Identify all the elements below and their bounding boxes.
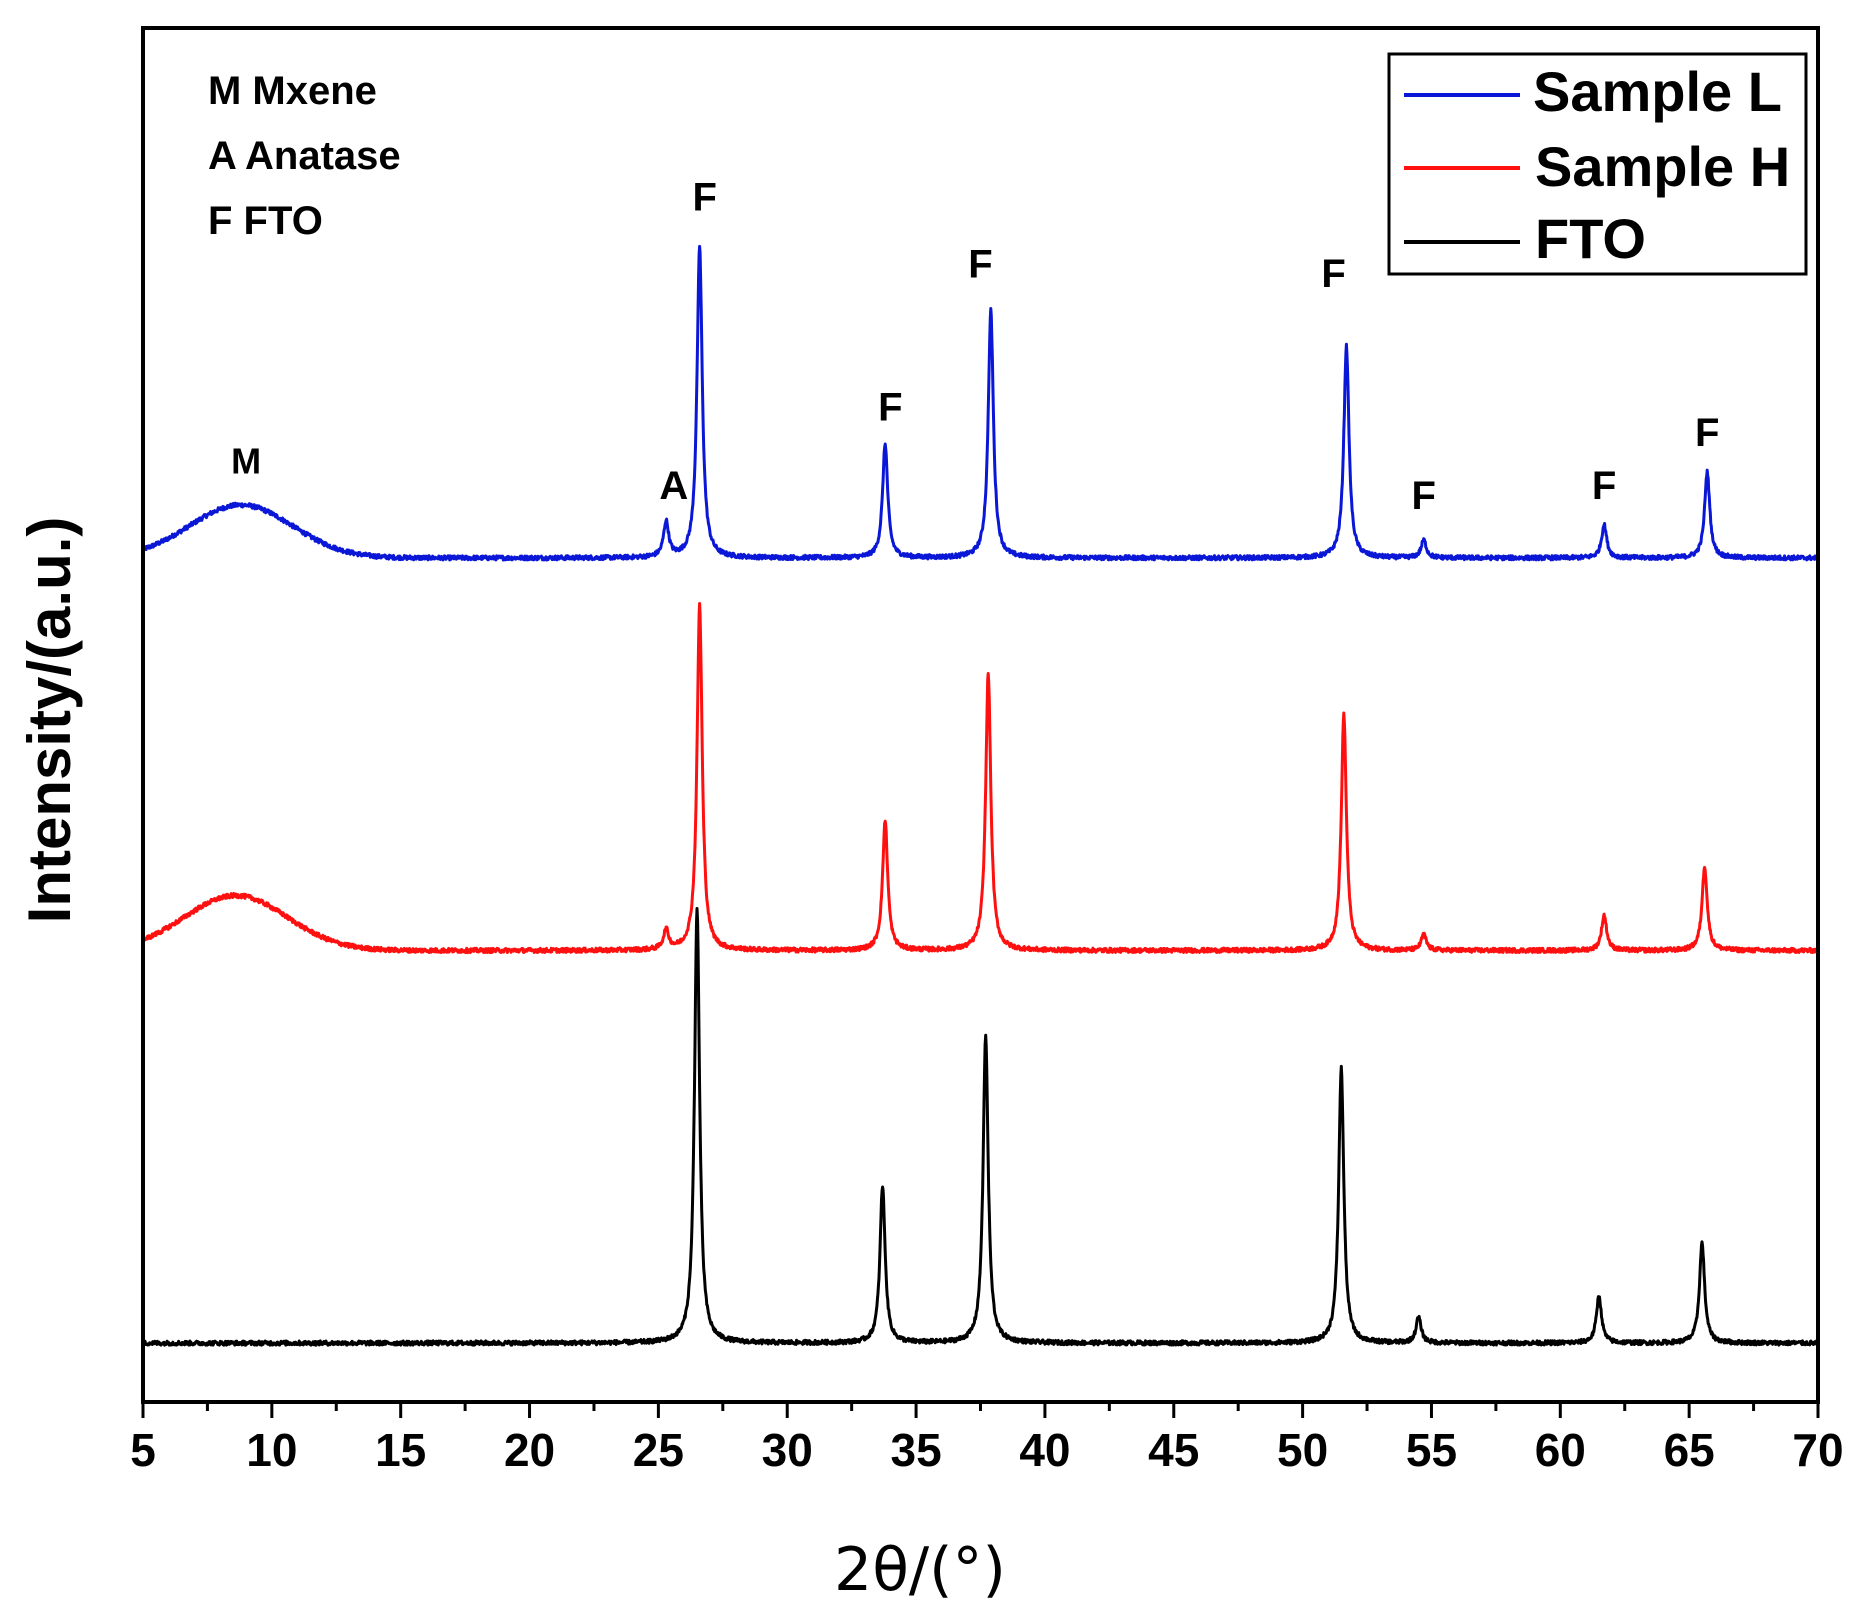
phase-key-fto: F FTO — [208, 199, 323, 243]
x-tick-label: 20 — [504, 1424, 555, 1476]
plot-frame — [141, 26, 1820, 1404]
x-tick-label: 50 — [1277, 1424, 1328, 1476]
legend-label-fto: FTO — [1535, 207, 1646, 270]
series-layer — [141, 244, 1820, 1347]
x-tick-label: 5 — [130, 1424, 156, 1476]
x-tick-label: 60 — [1535, 1424, 1586, 1476]
peak-label-f: F — [968, 242, 992, 286]
x-tick-label: 10 — [246, 1424, 297, 1476]
peak-label-m: M — [231, 441, 261, 482]
peak-label-f: F — [1695, 411, 1719, 455]
legend-label-sample-l: Sample L — [1533, 60, 1782, 123]
peak-label-f: F — [878, 386, 902, 430]
phase-key-anatase: A Anatase — [208, 134, 401, 178]
x-axis-label: 2θ/(°) — [834, 1535, 1006, 1605]
y-axis-label: Intensity/(a.u.) — [16, 517, 83, 924]
x-tick-label: 65 — [1664, 1424, 1715, 1476]
peak-label-f: F — [1592, 464, 1616, 508]
x-tick-label: 30 — [762, 1424, 813, 1476]
peak-label-f: F — [1321, 252, 1345, 296]
x-tick-label: 35 — [890, 1424, 941, 1476]
x-tick-label: 15 — [375, 1424, 426, 1476]
legend-box — [1387, 52, 1808, 276]
peak-label-f: F — [693, 176, 717, 220]
peak-label-f: F — [1412, 474, 1436, 518]
x-axis-ticks: 5 10 15 20 25 30 35 40 45 50 55 60 65 70 — [130, 1402, 1844, 1476]
phase-key-mxene: M Mxene — [208, 69, 377, 113]
legend: Sample L Sample H FTO — [1387, 52, 1808, 276]
x-tick-label: 40 — [1019, 1424, 1070, 1476]
x-tick-label: 25 — [633, 1424, 684, 1476]
peak-annotations: M A F F F F F F F — [231, 176, 1719, 518]
x-tick-label: 45 — [1148, 1424, 1199, 1476]
series-line-sample-l — [141, 244, 1820, 562]
series-line-fto — [141, 907, 1820, 1347]
legend-label-sample-h: Sample H — [1535, 135, 1790, 198]
series-line-sample-h — [142, 602, 1820, 955]
x-tick-label: 70 — [1792, 1424, 1843, 1476]
peak-label-a: A — [659, 464, 688, 508]
phase-key: M Mxene A Anatase F FTO — [208, 69, 401, 243]
x-tick-label: 55 — [1406, 1424, 1457, 1476]
